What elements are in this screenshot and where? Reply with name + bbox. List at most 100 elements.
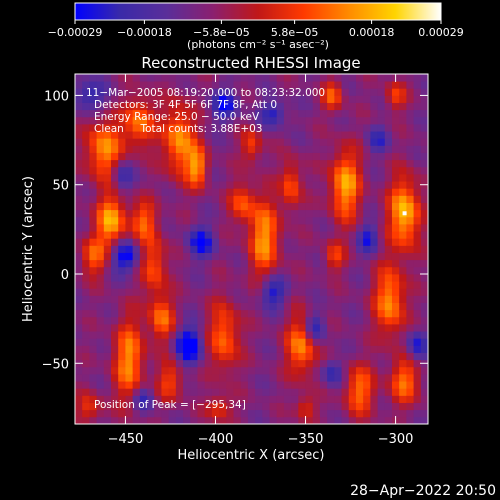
- heatmap-cell: [348, 402, 357, 411]
- heatmap-cell: [348, 352, 357, 361]
- heatmap-cell: [348, 231, 357, 239]
- heatmap-cell: [233, 145, 242, 153]
- heatmap-cell: [334, 281, 342, 289]
- heatmap-cell: [132, 281, 141, 289]
- heatmap-cell: [399, 116, 407, 125]
- heatmap-cell: [183, 388, 191, 396]
- heatmap-cell: [111, 216, 119, 225]
- heatmap-cell: [391, 95, 400, 103]
- heatmap-cell: [125, 331, 134, 339]
- heatmap-cell: [341, 274, 350, 282]
- heatmap-cell: [125, 95, 134, 103]
- heatmap-cell: [197, 202, 206, 211]
- heatmap-cell: [197, 402, 206, 411]
- heatmap-cell: [348, 195, 357, 203]
- heatmap-cell: [334, 381, 342, 389]
- heatmap-cell: [168, 416, 177, 424]
- heatmap-cell: [240, 266, 249, 275]
- heatmap-cell: [147, 324, 155, 332]
- heatmap-cell: [334, 152, 342, 161]
- heatmap-cell: [190, 145, 198, 153]
- heatmap-cell: [75, 81, 83, 89]
- heatmap-cell: [298, 395, 306, 403]
- heatmap-cell: [363, 309, 371, 318]
- heatmap-cell: [168, 338, 177, 346]
- heatmap-cell: [420, 216, 428, 225]
- heatmap-cell: [341, 288, 350, 296]
- heatmap-cell: [348, 252, 357, 261]
- peak-marker: [402, 211, 407, 216]
- heatmap-cell: [233, 295, 242, 303]
- heatmap-cell: [118, 166, 126, 175]
- heatmap-cell: [377, 245, 386, 253]
- heatmap-cell: [211, 409, 220, 418]
- heatmap-cell: [384, 116, 393, 125]
- heatmap-cell: [363, 288, 371, 296]
- heatmap-cell: [89, 174, 98, 182]
- heatmap-cell: [327, 402, 335, 411]
- heatmap-cell: [276, 352, 285, 361]
- heatmap-cell: [391, 252, 400, 261]
- heatmap-cell: [370, 231, 378, 239]
- heatmap-cell: [154, 238, 162, 246]
- heatmap-cell: [118, 252, 126, 261]
- heatmap-cell: [183, 416, 191, 424]
- heatmap-cell: [319, 402, 328, 411]
- heatmap-cell: [125, 381, 134, 389]
- heatmap-cell: [298, 416, 306, 424]
- heatmap-cell: [190, 331, 198, 339]
- heatmap-cell: [355, 245, 364, 253]
- heatmap-cell: [75, 74, 83, 82]
- heatmap-cell: [363, 152, 371, 161]
- heatmap-cell: [370, 109, 378, 118]
- heatmap-cell: [269, 381, 278, 389]
- heatmap-cell: [312, 295, 321, 303]
- heatmap-cell: [75, 345, 83, 353]
- heatmap-cell: [96, 259, 105, 268]
- heatmap-cell: [283, 216, 292, 225]
- heatmap-cell: [262, 331, 270, 339]
- heatmap-cell: [226, 231, 234, 239]
- heatmap-cell: [327, 216, 335, 225]
- heatmap-cell: [370, 309, 378, 318]
- heatmap-cell: [103, 252, 112, 261]
- heatmap-cell: [147, 81, 155, 89]
- heatmap-cell: [147, 302, 155, 311]
- heatmap-cell: [219, 316, 227, 325]
- heatmap-cell: [384, 324, 393, 332]
- heatmap-cell: [298, 202, 306, 211]
- heatmap-cell: [161, 302, 170, 311]
- heatmap-cell: [154, 231, 162, 239]
- heatmap-cell: [262, 366, 270, 375]
- heatmap-cell: [219, 281, 227, 289]
- heatmap-cell: [197, 381, 206, 389]
- heatmap-cell: [269, 345, 278, 353]
- heatmap-cell: [111, 252, 119, 261]
- heatmap-cell: [219, 238, 227, 246]
- heatmap-cell: [348, 259, 357, 268]
- heatmap-cell: [262, 388, 270, 396]
- heatmap-cell: [327, 374, 335, 382]
- heatmap-cell: [269, 274, 278, 282]
- heatmap-cell: [204, 116, 213, 125]
- heatmap-cell: [255, 166, 263, 175]
- heatmap-cell: [355, 345, 364, 353]
- heatmap-cell: [334, 259, 342, 268]
- heatmap-cell: [370, 131, 378, 139]
- heatmap-cell: [399, 295, 407, 303]
- heatmap-cell: [161, 409, 170, 418]
- heatmap-cell: [341, 359, 350, 368]
- heatmap-cell: [363, 416, 371, 424]
- heatmap-cell: [168, 388, 177, 396]
- heatmap-cell: [197, 352, 206, 361]
- heatmap-cell: [154, 416, 162, 424]
- heatmap-cell: [355, 152, 364, 161]
- heatmap-cell: [247, 238, 256, 246]
- heatmap-cell: [139, 302, 148, 311]
- heatmap-cell: [341, 409, 350, 418]
- heatmap-cell: [391, 224, 400, 232]
- heatmap-cell: [197, 138, 206, 146]
- heatmap-cell: [327, 181, 335, 189]
- heatmap-cell: [348, 338, 357, 346]
- heatmap-cell: [175, 202, 184, 211]
